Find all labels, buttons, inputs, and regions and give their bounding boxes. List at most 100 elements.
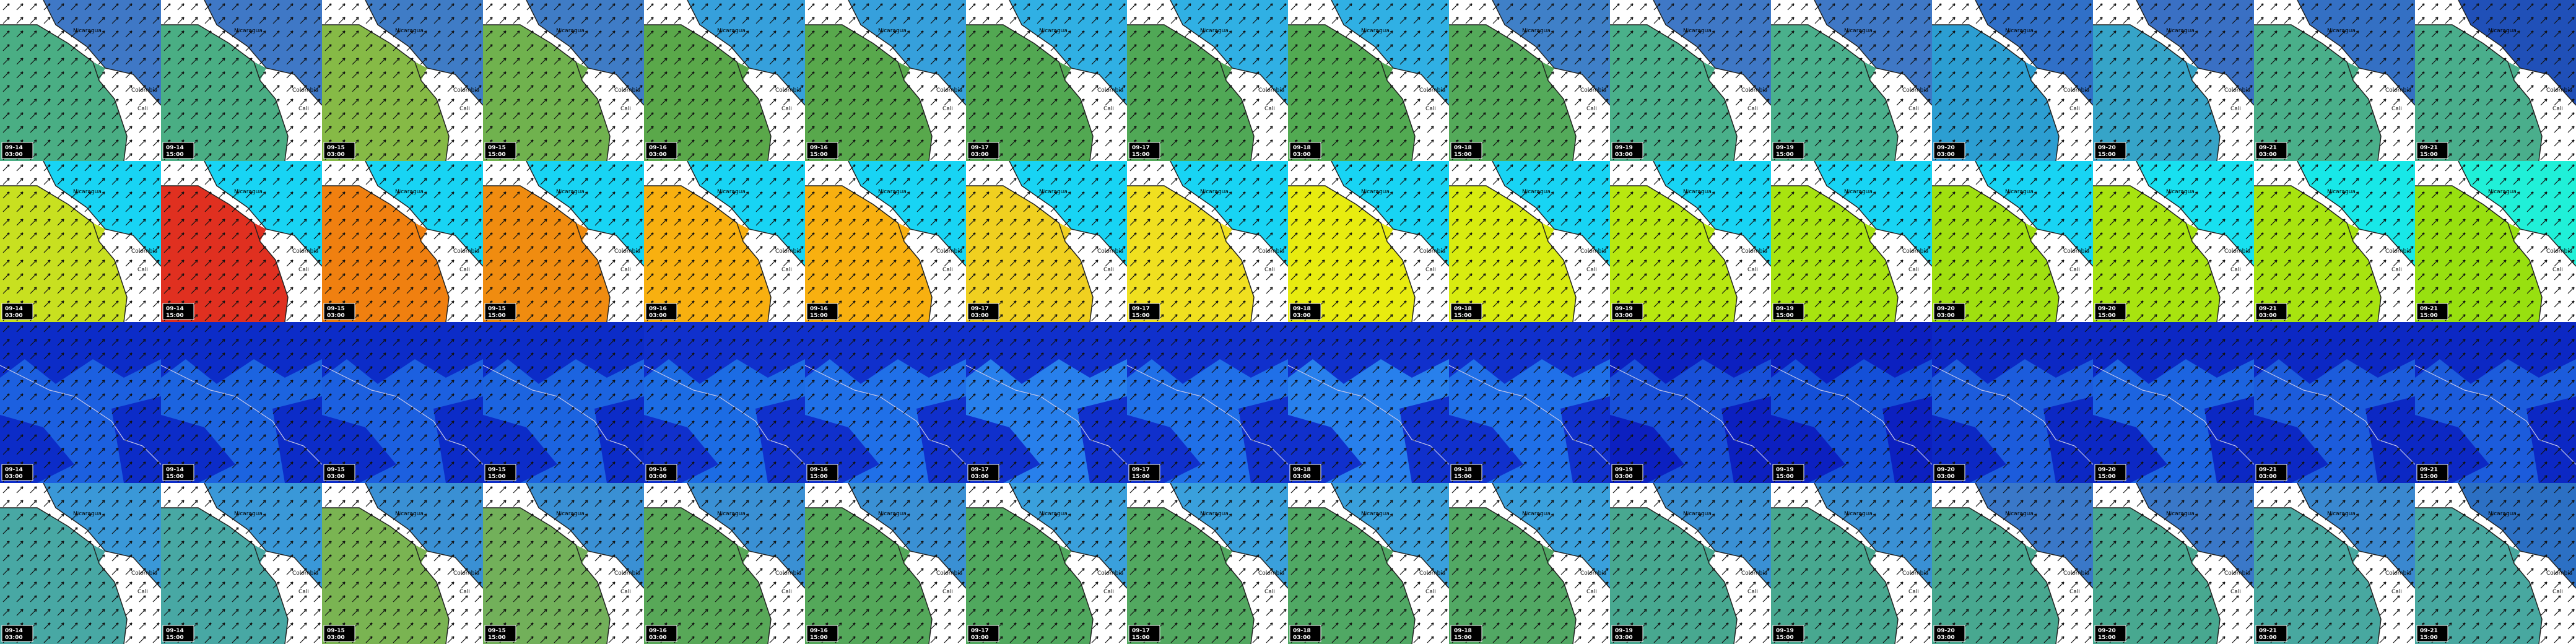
- wind-arrows: [644, 322, 805, 483]
- time-label: 15:00: [1132, 474, 1150, 480]
- time-label: 15:00: [488, 635, 506, 641]
- time-box: [2255, 625, 2287, 642]
- time-box: [2416, 625, 2448, 642]
- time-box: [1289, 625, 1321, 642]
- time-box: [967, 303, 999, 320]
- date-label: 09-19: [1615, 467, 1633, 473]
- wind-arrows: [644, 483, 805, 644]
- time-box: [1772, 625, 1804, 642]
- wind-arrows: [0, 161, 161, 322]
- time-box: [1772, 142, 1804, 159]
- wind-arrows: [966, 161, 1127, 322]
- wind-arrows: [2415, 161, 2576, 322]
- wind-arrows: [805, 0, 966, 161]
- date-label: 09-16: [810, 628, 828, 634]
- date-label: 09-14: [166, 628, 184, 634]
- time-label: 15:00: [166, 474, 184, 480]
- date-label: 09-21: [2420, 306, 2438, 312]
- wind-arrows: [966, 322, 1127, 483]
- wind-arrows: [322, 161, 483, 322]
- date-label: 09-17: [1132, 306, 1150, 312]
- time-label: 03:00: [327, 152, 345, 158]
- date-label: 09-18: [1454, 306, 1472, 312]
- time-box: [1772, 464, 1804, 481]
- time-box: [2255, 142, 2287, 159]
- time-label: 15:00: [810, 152, 828, 158]
- time-label: 03:00: [1615, 474, 1633, 480]
- date-label: 09-14: [5, 145, 23, 151]
- date-label: 09-20: [1937, 628, 1955, 634]
- time-label: 15:00: [166, 313, 184, 319]
- date-label: 09-18: [1454, 467, 1472, 473]
- wind-arrows: [1449, 161, 1610, 322]
- time-label: 15:00: [488, 152, 506, 158]
- wind-arrows: [805, 161, 966, 322]
- wind-arrows: [0, 0, 161, 161]
- wind-arrows: [322, 0, 483, 161]
- date-label: 09-18: [1293, 628, 1311, 634]
- time-box: [1128, 464, 1160, 481]
- time-box: [1128, 303, 1160, 320]
- time-label: 15:00: [2420, 152, 2438, 158]
- time-box: [484, 464, 516, 481]
- time-box: [1, 303, 33, 320]
- time-box: [1, 625, 33, 642]
- wind-arrows: [1127, 0, 1288, 161]
- time-box: [162, 303, 194, 320]
- date-label: 09-21: [2259, 467, 2277, 473]
- wind-arrows: [1932, 161, 2093, 322]
- date-label: 09-18: [1454, 145, 1472, 151]
- wind-arrows: [1932, 0, 2093, 161]
- time-box: [645, 142, 677, 159]
- wind-arrows: [0, 322, 161, 483]
- date-label: 09-17: [971, 467, 989, 473]
- time-label: 15:00: [166, 635, 184, 641]
- wind-arrows: [1771, 161, 1932, 322]
- time-label: 03:00: [1937, 313, 1955, 319]
- time-label: 15:00: [1132, 152, 1150, 158]
- time-box: [1450, 303, 1482, 320]
- wind-arrows: [2093, 483, 2254, 644]
- wind-arrows: [1771, 0, 1932, 161]
- time-label: 03:00: [2259, 635, 2277, 641]
- date-label: 09-19: [1776, 145, 1794, 151]
- date-label: 09-19: [1615, 628, 1633, 634]
- time-box: [645, 303, 677, 320]
- wind-arrows: [483, 0, 644, 161]
- time-label: 15:00: [2420, 474, 2438, 480]
- time-label: 15:00: [1454, 635, 1472, 641]
- date-label: 09-14: [166, 306, 184, 312]
- time-label: 03:00: [1615, 635, 1633, 641]
- wind-arrows: [2254, 161, 2415, 322]
- time-box: [806, 625, 838, 642]
- date-label: 09-17: [1132, 628, 1150, 634]
- wind-arrows: [2093, 161, 2254, 322]
- time-label: 03:00: [1293, 152, 1311, 158]
- time-label: 15:00: [1776, 313, 1794, 319]
- wind-arrows: [161, 483, 322, 644]
- time-label: 03:00: [327, 313, 345, 319]
- date-label: 09-14: [5, 467, 23, 473]
- time-box: [323, 625, 355, 642]
- time-box: [323, 303, 355, 320]
- date-label: 09-21: [2259, 145, 2277, 151]
- wind-arrows: [1288, 483, 1449, 644]
- date-label: 09-16: [810, 145, 828, 151]
